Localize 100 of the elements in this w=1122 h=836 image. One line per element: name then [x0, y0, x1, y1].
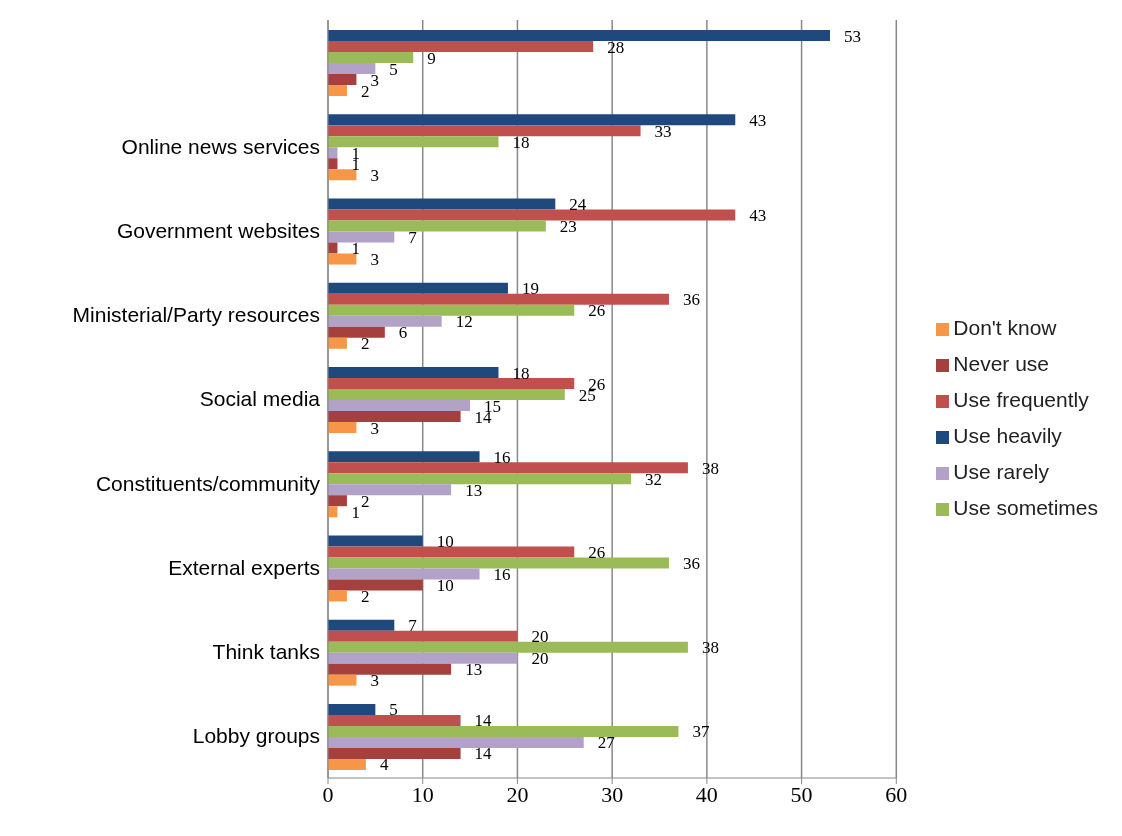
data-label: 38	[701, 458, 719, 478]
data-label: 16	[493, 447, 511, 467]
bar	[328, 125, 641, 137]
bar	[328, 209, 736, 221]
bar	[328, 590, 347, 602]
data-label: 10	[436, 575, 454, 595]
bar	[328, 378, 575, 389]
bar	[328, 663, 452, 675]
data-label: 27	[597, 733, 616, 753]
bar	[328, 535, 423, 547]
x-tick-label: 60	[885, 781, 908, 807]
data-label: 37	[692, 722, 710, 742]
data-label: 14	[474, 711, 493, 731]
bar	[328, 462, 688, 474]
data-label: 4	[379, 755, 389, 775]
data-label: 36	[682, 290, 700, 310]
bar	[328, 169, 357, 181]
data-label: 3	[370, 418, 379, 438]
data-label: 38	[701, 638, 719, 658]
bar	[328, 220, 546, 232]
data-label: 36	[682, 553, 700, 573]
bar	[328, 367, 499, 378]
bar	[328, 641, 688, 653]
bar	[328, 546, 575, 558]
bar	[328, 85, 347, 97]
bar	[328, 725, 679, 737]
bar	[328, 253, 357, 265]
data-label: 14	[474, 744, 493, 764]
data-label: 7	[408, 616, 418, 636]
legend-label: Don't know	[953, 316, 1057, 339]
data-label: 7	[408, 228, 418, 248]
bar	[328, 400, 471, 411]
bar	[328, 484, 452, 496]
bar	[328, 293, 669, 305]
legend-label: Use frequently	[953, 388, 1089, 411]
bar	[328, 495, 347, 507]
bar	[328, 747, 461, 759]
data-label: 2	[360, 81, 370, 101]
legend-label: Use rarely	[953, 460, 1049, 483]
x-tick-label: 0	[322, 781, 334, 807]
bar	[328, 758, 366, 770]
data-label: 24	[569, 195, 587, 215]
data-label: 13	[465, 660, 483, 680]
data-label: 18	[512, 363, 530, 383]
bar	[328, 557, 669, 569]
data-label: 2	[360, 491, 370, 511]
data-label: 26	[588, 542, 606, 562]
data-label: 3	[370, 165, 379, 185]
bar	[328, 389, 565, 400]
bar	[328, 652, 518, 664]
x-tick-label: 50	[790, 781, 813, 807]
data-label: 3	[370, 250, 379, 270]
y-tick-label: Social media	[199, 387, 321, 411]
bar	[328, 41, 594, 53]
x-tick-label: 10	[411, 781, 434, 807]
bar	[328, 136, 499, 148]
data-label: 1	[351, 502, 360, 522]
bar	[328, 282, 508, 294]
data-label: 3	[370, 70, 379, 90]
bar	[328, 304, 575, 316]
y-tick-label: Government websites	[116, 219, 320, 243]
legend-label: Use heavily	[953, 424, 1062, 447]
bar	[328, 422, 357, 433]
bar	[328, 231, 395, 243]
legend-label: Use sometimes	[953, 496, 1098, 519]
x-tick-label: 20	[506, 781, 529, 807]
data-label: 2	[360, 334, 370, 354]
y-tick-label: Think tanks	[212, 640, 320, 664]
data-label: 5	[389, 59, 398, 79]
bar	[328, 703, 376, 715]
bar	[328, 74, 357, 86]
data-label: 5	[389, 700, 398, 720]
x-tick-label: 30	[601, 781, 624, 807]
data-label: 33	[654, 121, 672, 141]
y-tick-label: Online news services	[121, 134, 320, 158]
data-label: 9	[427, 48, 436, 68]
x-tick-label: 40	[695, 781, 718, 807]
y-tick-label: Ministerial/Party resources	[72, 303, 320, 327]
bar	[328, 568, 480, 580]
bar	[328, 198, 556, 210]
bar	[328, 315, 442, 327]
bar	[328, 619, 395, 631]
data-label: 23	[559, 217, 577, 237]
data-label: 20	[531, 627, 549, 647]
bar	[328, 714, 461, 726]
bar	[328, 674, 357, 686]
data-label: 12	[455, 312, 473, 332]
data-label: 32	[645, 469, 663, 489]
bar	[328, 114, 736, 126]
data-label: 43	[749, 206, 767, 226]
data-label: 13	[465, 480, 483, 500]
data-label: 20	[531, 649, 549, 669]
y-tick-label: Lobby groups	[192, 724, 320, 748]
data-label: 1	[351, 239, 360, 259]
data-label: 2	[360, 586, 370, 606]
bar	[328, 52, 414, 64]
data-label: 43	[749, 110, 767, 130]
data-label: 18	[512, 132, 530, 152]
bar	[328, 326, 385, 338]
data-label: 6	[398, 323, 408, 343]
